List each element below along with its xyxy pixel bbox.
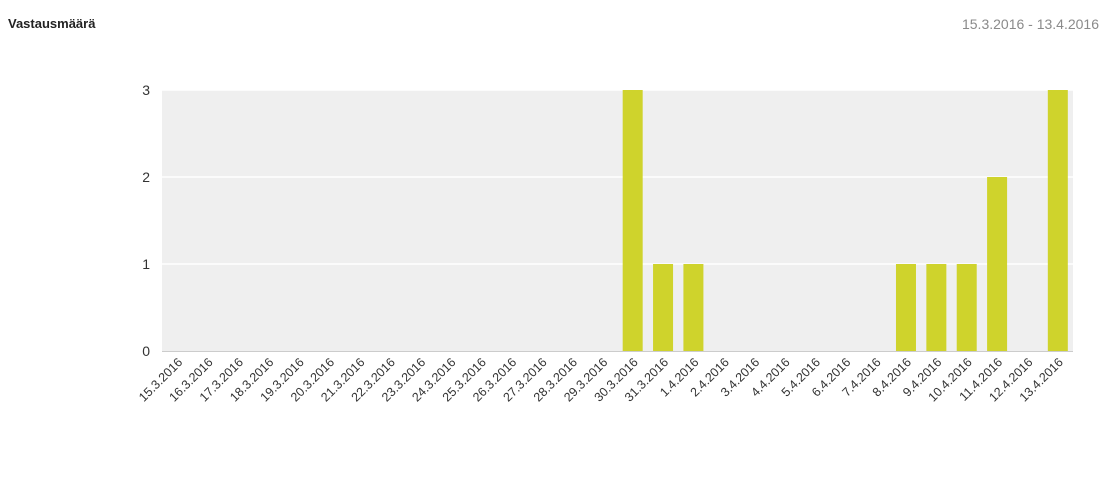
plot-area: [162, 90, 1073, 351]
bar-11.4.2016: [987, 177, 1008, 351]
bar-31.3.2016: [653, 264, 674, 351]
y-axis-ticks: 0 1 2 3: [142, 82, 150, 359]
gridlines: [162, 89, 1073, 265]
y-tick-label: 0: [142, 343, 150, 359]
x-axis-ticks: 15.3.201616.3.201617.3.201618.3.201619.3…: [136, 355, 1066, 404]
bar-1.4.2016: [683, 264, 704, 351]
bar-8.4.2016: [895, 264, 916, 351]
y-tick-label: 1: [142, 256, 150, 272]
bars: [622, 90, 1068, 351]
bar-10.4.2016: [956, 264, 977, 351]
bar-13.4.2016: [1047, 90, 1068, 351]
bar-30.3.2016: [622, 90, 643, 351]
chart-title: Vastausmäärä: [8, 16, 96, 31]
bar-9.4.2016: [926, 264, 947, 351]
y-tick-label: 3: [142, 82, 150, 98]
y-tick-label: 2: [142, 169, 150, 185]
date-range: 15.3.2016 - 13.4.2016: [961, 16, 1099, 32]
